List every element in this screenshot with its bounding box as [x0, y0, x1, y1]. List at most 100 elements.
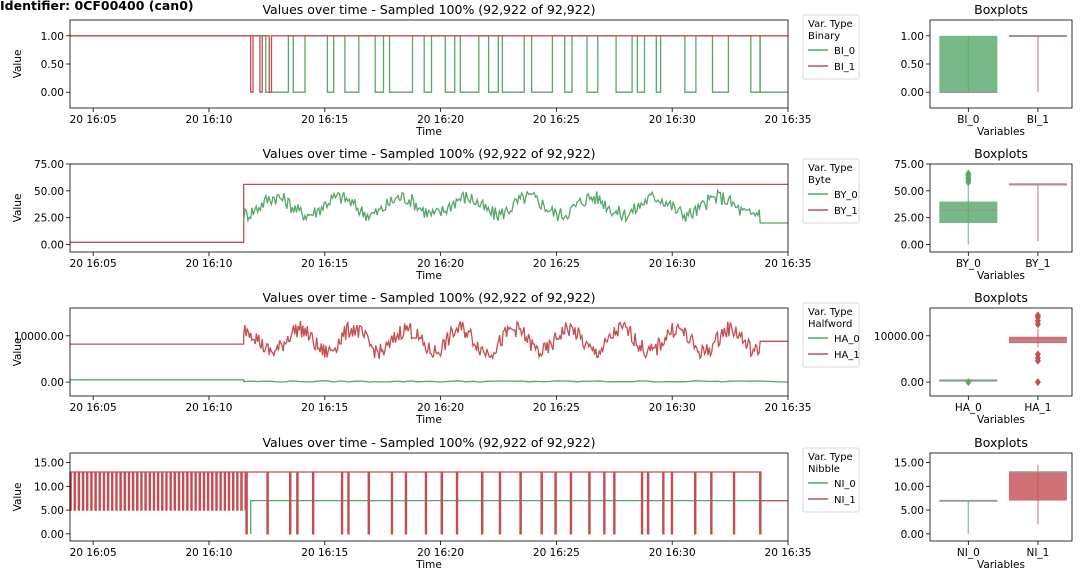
y-tick-label: 25.00 [34, 213, 64, 225]
y-tick-label: 0.00 [41, 239, 64, 251]
boxplot-x-axis-label: Variables [977, 270, 1025, 282]
boxplot-outlier [965, 169, 972, 178]
legend-box [802, 14, 860, 80]
boxplot-x-axis-label: Variables [977, 559, 1025, 571]
legend-box [802, 158, 860, 224]
boxplot-panel-3: Boxplots HA_0 HA_1 0.00 10000.00 Variables [874, 290, 1073, 426]
x-tick-label: 20 16:10 [185, 402, 232, 414]
boxplot-panel-1: Boxplots BI_0 BI_1 0.00 0.50 1.00 Variables [901, 2, 1073, 138]
boxplot-category-label: HA_1 [1024, 402, 1051, 414]
x-tick-label: 20 16:10 [185, 258, 232, 270]
y-tick-label: 0.00 [41, 529, 64, 541]
series-line-ha-1 [70, 320, 788, 360]
panel-title: Values over time - Sampled 100% (92,922 … [262, 2, 595, 17]
x-tick-label: 20 16:35 [765, 258, 812, 270]
legend-label-ha_0: HA_0 [834, 334, 860, 345]
legend-subtitle: Halfword [808, 319, 852, 330]
y-tick-label: 10.00 [34, 481, 64, 493]
x-tick-label: 20 16:25 [533, 114, 580, 126]
x-tick-label: 20 16:30 [649, 114, 696, 126]
y-tick-label: 75.00 [34, 159, 64, 171]
boxplot-title: Boxplots [974, 2, 1028, 17]
boxplot-y-tick-label: 15.00 [894, 458, 924, 470]
page-title: Identifier: 0CF00400 (can0) [0, 0, 194, 13]
x-tick-label: 20 16:10 [185, 114, 232, 126]
boxplot-frame [929, 452, 1073, 542]
legend-subtitle: Byte [808, 175, 831, 186]
boxplot-y-tick-label: 50.00 [894, 186, 924, 198]
x-tick-label: 20 16:15 [301, 547, 348, 559]
boxplot-category-label: BI_0 [957, 114, 979, 126]
legend-title: Var. Type [808, 307, 853, 318]
boxplot-y-tick-label: 0.00 [901, 377, 924, 389]
boxplot-y-tick-label: 0.00 [901, 239, 924, 251]
x-tick-label: 20 16:15 [301, 402, 348, 414]
panel-title: Values over time - Sampled 100% (92,922 … [262, 146, 595, 161]
x-tick-label: 20 16:30 [649, 402, 696, 414]
y-axis-label: Value [12, 50, 24, 79]
y-tick-label: 10000.00 [14, 331, 64, 343]
x-tick-label: 20 16:20 [417, 547, 464, 559]
series-line-ni-0 [250, 499, 788, 534]
legend-label-ni_0: NI_0 [834, 479, 856, 490]
x-tick-label: 20 16:20 [417, 258, 464, 270]
x-tick-label: 20 16:25 [533, 258, 580, 270]
y-tick-label: 50.00 [34, 186, 64, 198]
timeseries-panel-1: Values over time - Sampled 100% (92,922 … [12, 2, 860, 138]
y-tick-label: 0.00 [41, 87, 64, 99]
boxplot-x-axis-label: Variables [977, 414, 1025, 426]
y-tick-label: 0.50 [41, 59, 64, 71]
x-tick-label: 20 16:25 [533, 402, 580, 414]
y-axis-label: Value [12, 194, 24, 223]
boxplot-y-tick-label: 0.00 [901, 529, 924, 541]
x-tick-label: 20 16:05 [70, 258, 117, 270]
boxplot-y-tick-label: 75.00 [894, 159, 924, 171]
boxplot-panel-2: Boxplots BY_0 BY_1 0.00 25.00 50.00 75.00 Varia… [894, 146, 1073, 282]
boxplot-outlier [1034, 378, 1041, 387]
series-line-bi-0 [70, 35, 788, 93]
series-line-bi-1 [70, 35, 788, 93]
legend-label-ni_1: NI_1 [834, 495, 856, 506]
legend-label-by_0: BY_0 [834, 190, 858, 201]
y-tick-label: 0.00 [41, 377, 64, 389]
plot-frame [69, 19, 789, 109]
boxplot-box-bi_0 [939, 35, 998, 93]
boxplot-outlier [1034, 311, 1041, 320]
legend-subtitle: Binary [808, 31, 840, 42]
boxplot-category-label: NI_0 [957, 547, 980, 559]
y-tick-label: 15.00 [34, 458, 64, 470]
x-axis-label: Time [415, 559, 442, 571]
y-axis-label: Value [12, 338, 24, 367]
boxplot-y-tick-label: 10.00 [894, 481, 924, 493]
boxplot-x-axis-label: Variables [977, 126, 1025, 138]
plot-frame [69, 452, 789, 542]
series-line-ni-1 [69, 471, 788, 535]
boxplot-y-tick-label: 5.00 [901, 505, 924, 517]
boxplot-y-tick-label: 25.00 [894, 213, 924, 225]
x-tick-label: 20 16:05 [70, 114, 117, 126]
boxplot-y-tick-label: 1.00 [901, 31, 924, 43]
boxplot-outlier [1034, 356, 1041, 365]
legend-label-bi_1: BI_1 [834, 62, 855, 73]
plot-frame [69, 163, 789, 253]
x-tick-label: 20 16:25 [533, 547, 580, 559]
series-line-by-0 [243, 188, 788, 224]
boxplot-panel-4: Boxplots NI_0 NI_1 0.00 5.00 10.00 15.00 Variab… [894, 435, 1073, 571]
x-axis-label: Time [415, 126, 442, 138]
y-tick-label: 1.00 [41, 31, 64, 43]
boxplot-title: Boxplots [974, 146, 1028, 161]
series-line-ha-0 [70, 379, 789, 383]
x-tick-label: 20 16:20 [417, 114, 464, 126]
legend-title: Var. Type [808, 163, 853, 174]
timeseries-panel-3: Values over time - Sampled 100% (92,922 … [12, 290, 860, 426]
legend-box [802, 447, 860, 513]
x-tick-label: 20 16:30 [649, 258, 696, 270]
boxplot-title: Boxplots [974, 290, 1028, 305]
series-line-by-1 [70, 183, 788, 243]
boxplot-y-tick-label: 0.00 [901, 87, 924, 99]
